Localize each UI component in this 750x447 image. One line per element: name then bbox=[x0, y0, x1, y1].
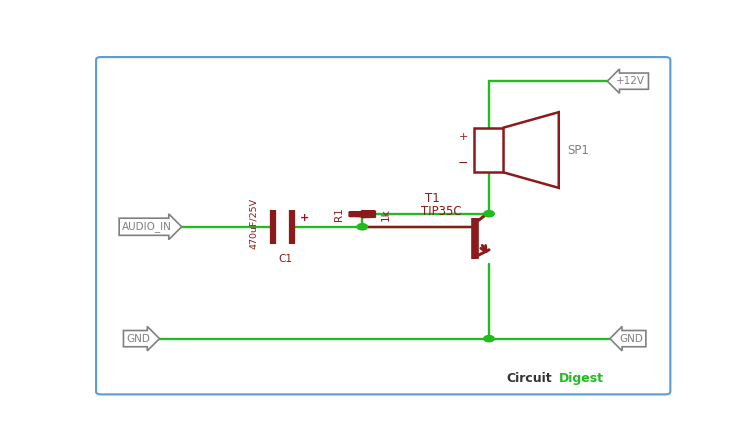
Text: TIP35C: TIP35C bbox=[421, 206, 461, 219]
Text: 1k: 1k bbox=[380, 208, 391, 220]
Text: 470uF/25V: 470uF/25V bbox=[248, 198, 257, 249]
Text: Digest: Digest bbox=[559, 372, 604, 385]
Text: +: + bbox=[459, 131, 469, 142]
Text: R1: R1 bbox=[334, 207, 344, 221]
Circle shape bbox=[484, 211, 494, 217]
Text: SP1: SP1 bbox=[568, 143, 590, 156]
Circle shape bbox=[357, 224, 368, 230]
FancyBboxPatch shape bbox=[96, 57, 670, 394]
Text: −: − bbox=[458, 157, 469, 170]
Text: +: + bbox=[300, 213, 309, 223]
Text: AUDIO_IN: AUDIO_IN bbox=[122, 221, 172, 232]
Text: T1: T1 bbox=[425, 192, 439, 205]
Bar bbox=[475, 128, 503, 173]
Polygon shape bbox=[503, 112, 559, 188]
Text: GND: GND bbox=[619, 333, 643, 344]
Circle shape bbox=[484, 336, 494, 342]
Text: Circuit: Circuit bbox=[506, 372, 552, 385]
Text: C1: C1 bbox=[278, 254, 292, 264]
Text: GND: GND bbox=[127, 333, 151, 344]
Text: +12V: +12V bbox=[616, 76, 645, 86]
